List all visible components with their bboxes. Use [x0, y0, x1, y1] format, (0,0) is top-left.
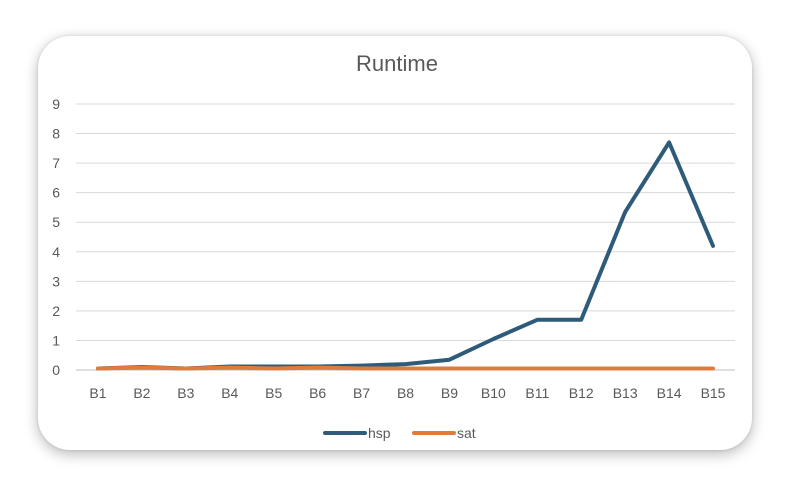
y-tick-label: 1 — [52, 332, 60, 348]
x-tick-label: B11 — [525, 385, 549, 401]
y-axis-ticks: 0 1 2 3 4 5 6 7 8 9 — [52, 96, 60, 378]
y-tick-label: 3 — [52, 273, 60, 289]
gridlines — [76, 103, 735, 371]
legend: hsp sat — [323, 425, 476, 441]
x-tick-label: B14 — [657, 385, 682, 401]
x-tick-label: B9 — [441, 385, 458, 401]
series-lines — [96, 140, 715, 371]
x-tick-label: B8 — [397, 385, 414, 401]
x-axis-ticks: B1 B2 B3 B4 B5 B6 B7 B8 B9 B10 B11 B12 B13 B14 B15 — [89, 385, 725, 401]
y-tick-label: 9 — [52, 96, 60, 112]
legend-label-hsp: hsp — [368, 425, 391, 441]
x-tick-label: B13 — [613, 385, 638, 401]
x-tick-label: B2 — [133, 385, 150, 401]
legend-label-sat: sat — [457, 425, 476, 441]
chart-title: Runtime — [356, 51, 438, 76]
y-tick-label: 6 — [52, 185, 60, 201]
y-tick-label: 4 — [52, 244, 60, 260]
chart-card — [38, 36, 752, 450]
x-tick-label: B15 — [701, 385, 726, 401]
y-tick-label: 8 — [52, 126, 60, 142]
x-tick-label: B10 — [481, 385, 506, 401]
y-tick-label: 2 — [52, 303, 60, 319]
series-line-hsp — [96, 140, 715, 371]
x-tick-label: B7 — [353, 385, 370, 401]
x-tick-label: B6 — [309, 385, 326, 401]
series-line-sat — [96, 365, 715, 371]
x-tick-label: B4 — [221, 385, 238, 401]
x-tick-label: B12 — [569, 385, 594, 401]
y-tick-label: 0 — [52, 362, 60, 378]
x-tick-label: B5 — [265, 385, 282, 401]
y-tick-label: 7 — [52, 155, 60, 171]
x-tick-label: B3 — [177, 385, 194, 401]
x-tick-label: B1 — [89, 385, 106, 401]
y-tick-label: 5 — [52, 214, 60, 230]
